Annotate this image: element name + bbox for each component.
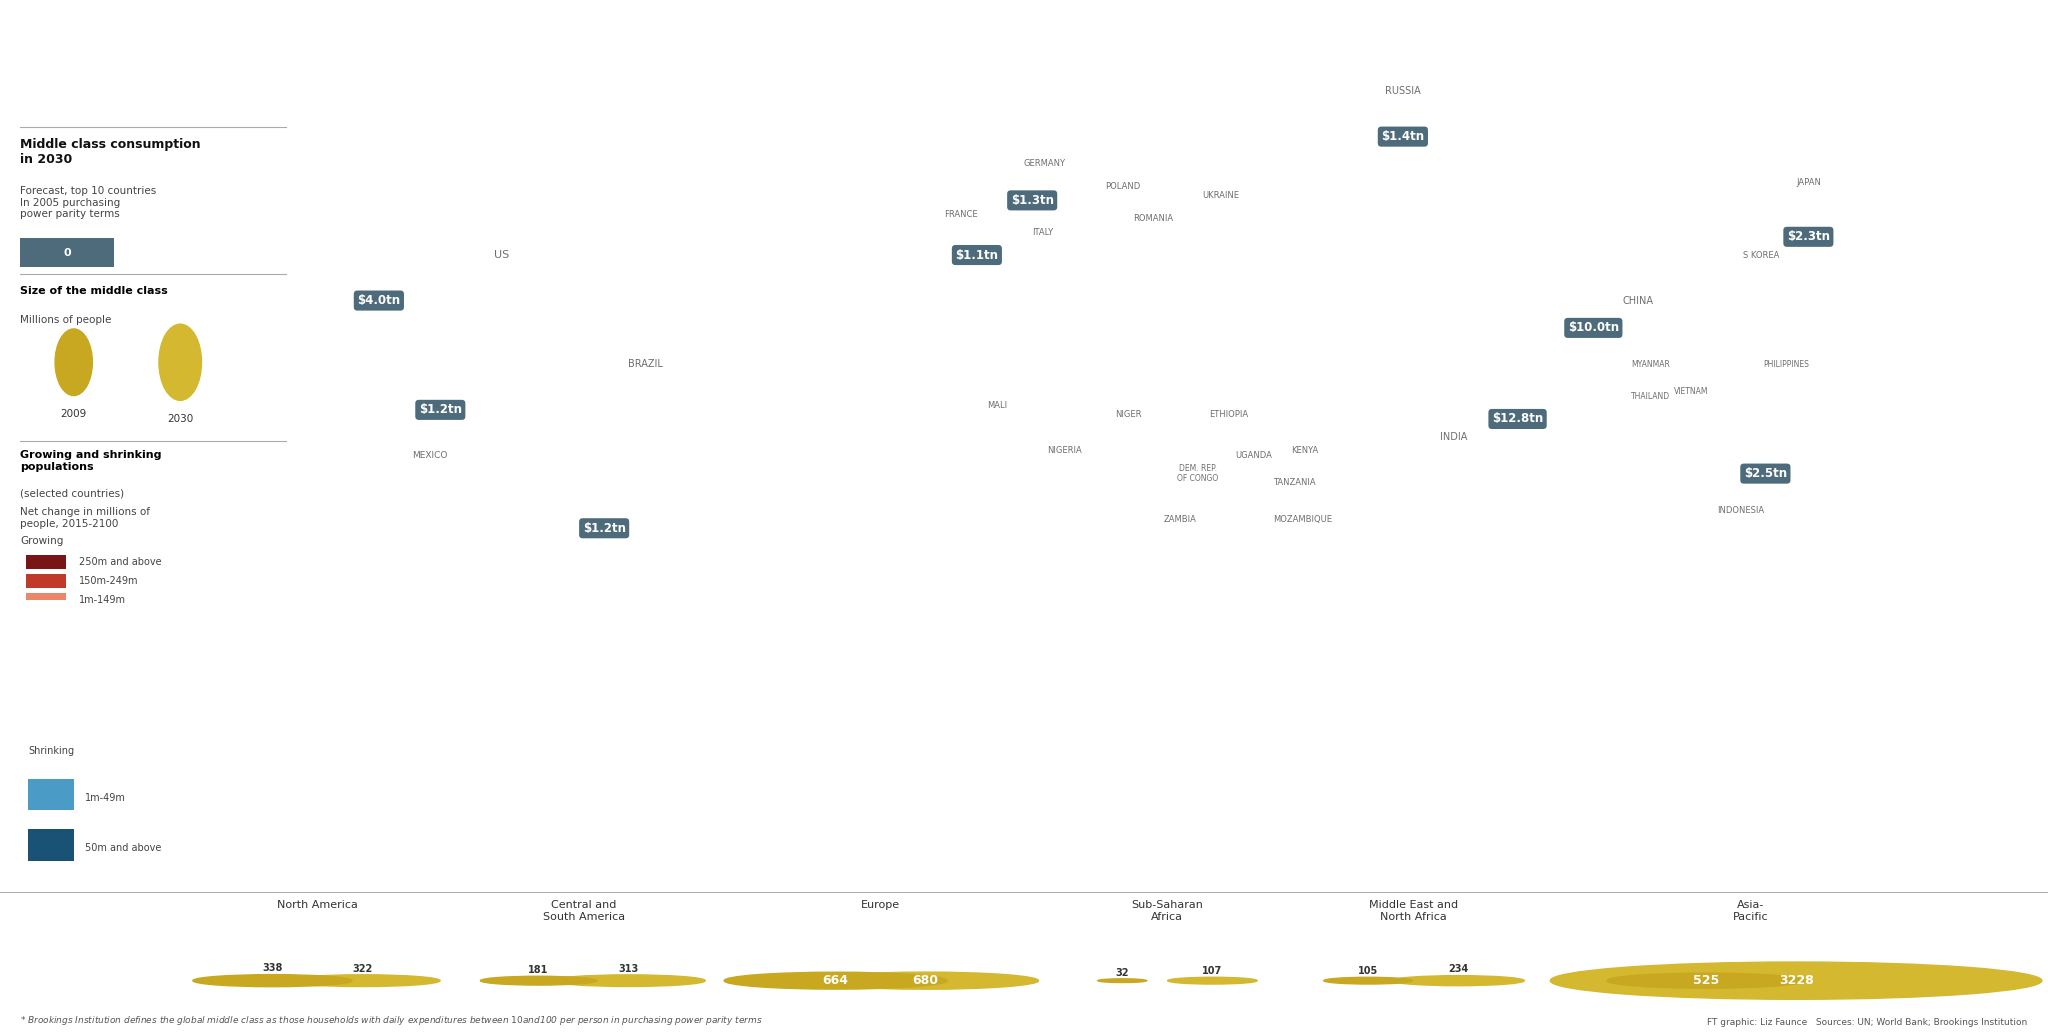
Text: Asia-
Pacific: Asia- Pacific — [1733, 899, 1769, 921]
Text: 250m and above: 250m and above — [80, 557, 162, 567]
Text: Europe: Europe — [860, 899, 901, 910]
Circle shape — [160, 324, 201, 401]
Text: 107: 107 — [1202, 966, 1223, 976]
Text: NIGER: NIGER — [1116, 410, 1141, 419]
Circle shape — [1323, 977, 1413, 984]
Text: Growing and shrinking
populations: Growing and shrinking populations — [20, 450, 162, 472]
Text: DEM. REP.
OF CONGO: DEM. REP. OF CONGO — [1178, 464, 1219, 483]
Text: (selected countries): (selected countries) — [20, 489, 125, 499]
Text: TANZANIA: TANZANIA — [1274, 478, 1315, 487]
Text: 664: 664 — [823, 974, 848, 987]
Text: CHINA: CHINA — [1622, 296, 1655, 305]
Text: FT graphic: Liz Faunce   Sources: UN; World Bank; Brookings Institution: FT graphic: Liz Faunce Sources: UN; Worl… — [1708, 1018, 2028, 1027]
Text: ETHIOPIA: ETHIOPIA — [1208, 410, 1249, 419]
Text: Growing: Growing — [20, 536, 63, 546]
Circle shape — [1167, 977, 1257, 984]
Text: $1.2tn: $1.2tn — [420, 404, 461, 416]
Text: 680: 680 — [913, 974, 938, 987]
Bar — [29, 829, 74, 860]
Text: MOZAMBIQUE: MOZAMBIQUE — [1274, 514, 1331, 524]
Text: S KOREA: S KOREA — [1743, 250, 1780, 260]
Text: VIETNAM: VIETNAM — [1675, 387, 1708, 396]
Text: $1.1tn: $1.1tn — [956, 248, 997, 262]
Circle shape — [1608, 973, 1804, 988]
FancyBboxPatch shape — [20, 238, 115, 267]
Text: 234: 234 — [1448, 965, 1468, 974]
Text: Millions of people: Millions of people — [20, 315, 113, 325]
Text: 150m-249m: 150m-249m — [80, 576, 139, 586]
Text: 2009: 2009 — [61, 409, 86, 419]
Text: THAILAND: THAILAND — [1630, 391, 1671, 401]
Text: 3228: 3228 — [1780, 974, 1812, 987]
Text: $1.4tn: $1.4tn — [1380, 130, 1425, 143]
Text: 1m-149m: 1m-149m — [80, 595, 127, 605]
Text: $2.3tn: $2.3tn — [1788, 231, 1829, 243]
Text: MYANMAR: MYANMAR — [1632, 360, 1669, 368]
Text: $10.0tn: $10.0tn — [1569, 322, 1618, 334]
Text: 105: 105 — [1358, 966, 1378, 976]
Text: ZAMBIA: ZAMBIA — [1163, 514, 1196, 524]
Text: Sub-Saharan
Africa: Sub-Saharan Africa — [1130, 899, 1204, 921]
Text: Size of the middle class: Size of the middle class — [20, 286, 168, 296]
Text: UGANDA: UGANDA — [1235, 451, 1272, 460]
Text: * Brookings Institution defines the global middle class as those households with: * Brookings Institution defines the glob… — [20, 1014, 764, 1027]
Circle shape — [481, 976, 596, 985]
Text: INDONESIA: INDONESIA — [1716, 505, 1765, 514]
Text: UKRAINE: UKRAINE — [1202, 191, 1239, 201]
Text: US: US — [494, 250, 510, 260]
Text: 1m-49m: 1m-49m — [86, 793, 127, 803]
Text: RUSSIA: RUSSIA — [1384, 86, 1421, 96]
Text: Net change in millions of
people, 2015-2100: Net change in millions of people, 2015-2… — [20, 507, 150, 529]
Text: ROMANIA: ROMANIA — [1133, 214, 1174, 224]
Text: $2.5tn: $2.5tn — [1743, 467, 1788, 480]
Text: Middle class consumption
in 2030: Middle class consumption in 2030 — [20, 139, 201, 167]
Text: KENYA: KENYA — [1290, 446, 1319, 455]
Text: $1.2tn: $1.2tn — [584, 522, 625, 535]
Circle shape — [193, 975, 352, 986]
Circle shape — [1550, 963, 2042, 1000]
Text: 181: 181 — [528, 965, 549, 975]
Text: $4.0tn: $4.0tn — [356, 294, 401, 307]
FancyBboxPatch shape — [27, 574, 66, 588]
Bar — [29, 779, 74, 810]
Text: Forecast, top 10 countries
In 2005 purchasing
power parity terms: Forecast, top 10 countries In 2005 purch… — [20, 186, 158, 219]
Text: INDIA: INDIA — [1440, 433, 1468, 442]
Text: POLAND: POLAND — [1104, 182, 1141, 191]
Text: 525: 525 — [1694, 974, 1718, 987]
Text: Shrinking: Shrinking — [29, 746, 74, 756]
Text: 338: 338 — [262, 964, 283, 974]
Text: 32: 32 — [1116, 968, 1128, 978]
Text: 0: 0 — [63, 247, 72, 258]
Text: North America: North America — [276, 899, 358, 910]
Text: GERMANY: GERMANY — [1024, 159, 1065, 169]
Text: 313: 313 — [618, 964, 639, 974]
Text: 50m and above: 50m and above — [86, 842, 162, 853]
FancyBboxPatch shape — [27, 593, 66, 608]
Text: MEXICO: MEXICO — [412, 451, 449, 460]
Text: ITALY: ITALY — [1032, 228, 1053, 237]
Circle shape — [1098, 979, 1147, 982]
Circle shape — [813, 972, 1038, 989]
Text: 322: 322 — [352, 964, 373, 974]
Text: JAPAN: JAPAN — [1796, 178, 1821, 186]
Text: NIGERIA: NIGERIA — [1049, 446, 1081, 455]
Text: BRAZIL: BRAZIL — [627, 359, 664, 369]
Text: $12.8tn: $12.8tn — [1491, 413, 1544, 425]
Text: $1.3tn: $1.3tn — [1012, 194, 1053, 207]
Text: 2030: 2030 — [168, 414, 193, 423]
FancyBboxPatch shape — [27, 555, 66, 569]
Text: MALI: MALI — [987, 401, 1008, 410]
Text: Middle East and
North Africa: Middle East and North Africa — [1368, 899, 1458, 921]
Circle shape — [285, 975, 440, 986]
Text: Central and
South America: Central and South America — [543, 899, 625, 921]
Text: PHILIPPINES: PHILIPPINES — [1763, 360, 1808, 368]
Circle shape — [725, 972, 946, 989]
Circle shape — [55, 329, 92, 395]
Circle shape — [1393, 976, 1524, 985]
Text: FRANCE: FRANCE — [944, 209, 977, 218]
Circle shape — [553, 975, 705, 986]
